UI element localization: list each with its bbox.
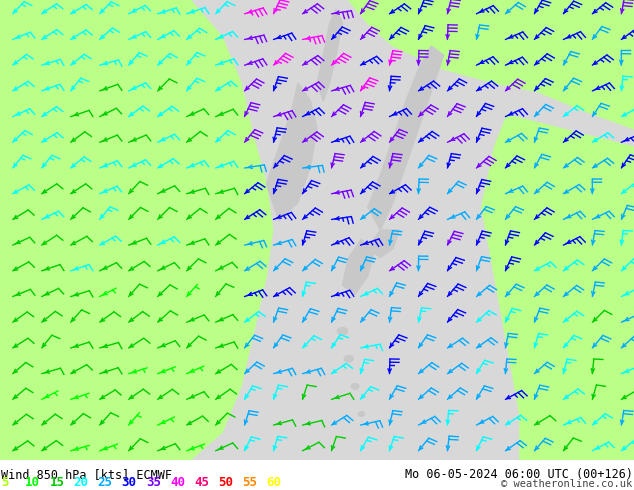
Text: 15: 15 — [49, 475, 65, 489]
Text: © weatheronline.co.uk: © weatheronline.co.uk — [501, 479, 633, 489]
Text: 40: 40 — [170, 475, 185, 489]
Polygon shape — [317, 9, 342, 101]
Polygon shape — [482, 115, 634, 460]
Text: 5: 5 — [1, 475, 9, 489]
Polygon shape — [349, 0, 634, 129]
Text: 20: 20 — [74, 475, 89, 489]
Text: Mo 06-05-2024 06:00 UTC (00+126): Mo 06-05-2024 06:00 UTC (00+126) — [404, 468, 633, 481]
Circle shape — [344, 356, 353, 362]
Circle shape — [337, 327, 347, 335]
Polygon shape — [0, 0, 273, 460]
Text: 35: 35 — [146, 475, 161, 489]
Polygon shape — [368, 46, 444, 230]
Circle shape — [358, 412, 365, 416]
Text: 10: 10 — [25, 475, 41, 489]
Text: 25: 25 — [98, 475, 113, 489]
Text: 45: 45 — [194, 475, 209, 489]
Polygon shape — [266, 83, 317, 221]
Text: 60: 60 — [266, 475, 281, 489]
Polygon shape — [368, 230, 399, 258]
Text: Wind 850 hPa [kts] ECMWF: Wind 850 hPa [kts] ECMWF — [1, 468, 172, 481]
Circle shape — [351, 384, 359, 389]
Polygon shape — [342, 239, 374, 294]
Text: 30: 30 — [122, 475, 137, 489]
Text: 55: 55 — [242, 475, 257, 489]
Text: 50: 50 — [218, 475, 233, 489]
